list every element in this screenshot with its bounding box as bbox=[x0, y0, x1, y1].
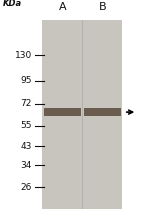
Text: 130: 130 bbox=[15, 51, 32, 60]
FancyBboxPatch shape bbox=[42, 20, 122, 209]
Text: 72: 72 bbox=[21, 99, 32, 108]
Text: A: A bbox=[59, 2, 66, 12]
Text: 95: 95 bbox=[21, 76, 32, 85]
Text: KDa: KDa bbox=[2, 0, 22, 8]
Text: 34: 34 bbox=[21, 161, 32, 170]
Text: 26: 26 bbox=[21, 183, 32, 192]
Text: B: B bbox=[99, 2, 106, 12]
FancyBboxPatch shape bbox=[44, 108, 81, 116]
Text: 43: 43 bbox=[21, 142, 32, 151]
FancyBboxPatch shape bbox=[84, 108, 121, 116]
Text: 55: 55 bbox=[21, 121, 32, 130]
